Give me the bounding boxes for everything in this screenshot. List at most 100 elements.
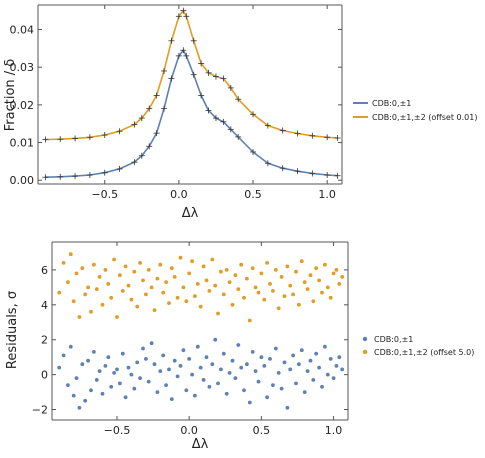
- residuals-point-series-2: [187, 271, 192, 276]
- residuals-point-series-1: [288, 367, 293, 372]
- fraction-data-point: [116, 165, 123, 172]
- residuals-point-series-2: [129, 297, 134, 302]
- fraction-data-point: [175, 52, 182, 59]
- residuals-point-series-2: [193, 294, 197, 298]
- residuals-point-series-1: [152, 362, 157, 367]
- residuals-point-series-1: [115, 367, 119, 372]
- residuals-point-series-2: [86, 285, 90, 290]
- residuals-point-series-1: [340, 367, 345, 372]
- residuals-point-series-2: [198, 304, 203, 309]
- residuals-point-series-1: [178, 364, 183, 368]
- residuals-plot-frame: [51, 241, 349, 421]
- residuals-point-series-2: [155, 276, 160, 281]
- residuals-point-series-2: [89, 309, 93, 314]
- residuals-point-series-2: [123, 264, 128, 269]
- fraction-y-tick-label: 0.02: [10, 99, 35, 112]
- residuals-point-series-1: [109, 384, 114, 389]
- residuals-point-series-2: [181, 285, 186, 290]
- residuals-point-series-1: [317, 365, 321, 370]
- residuals-point-series-2: [250, 266, 255, 271]
- fraction-data-point: [42, 136, 49, 143]
- residuals-point-series-2: [334, 268, 339, 272]
- fraction-data-point: [220, 118, 227, 125]
- residuals-point-series-2: [227, 280, 232, 284]
- residuals-point-series-2: [210, 257, 215, 262]
- residuals-point-series-1: [92, 350, 96, 354]
- residuals-point-series-1: [193, 393, 197, 398]
- residuals-y-axis-label: Residuals, σ: [5, 291, 20, 369]
- fraction-x-axis-label: Δλ: [182, 206, 199, 221]
- residuals-point-series-2: [57, 290, 62, 295]
- residuals-point-series-2: [245, 276, 249, 281]
- residuals-point-series-2: [256, 290, 261, 295]
- residuals-point-series-2: [314, 266, 319, 271]
- residuals-point-series-2: [66, 280, 70, 284]
- residuals-point-series-2: [340, 275, 345, 279]
- fraction-data-point: [183, 13, 190, 20]
- residuals-point-series-1: [207, 384, 212, 389]
- residuals-point-series-1: [138, 376, 143, 380]
- residuals-point-series-1: [265, 395, 269, 400]
- residuals-point-series-1: [201, 378, 206, 382]
- residuals-point-series-1: [236, 343, 241, 347]
- residuals-point-series-2: [268, 282, 272, 286]
- residuals-point-series-2: [106, 282, 111, 286]
- residuals-point-series-2: [308, 273, 313, 278]
- residuals-y-tick-label: −2: [32, 404, 48, 417]
- residuals-point-series-2: [279, 275, 284, 279]
- residuals-point-series-1: [57, 365, 62, 370]
- residuals-x-tick-label: −0.5: [104, 424, 131, 437]
- residuals-y-tick-label: 2: [41, 334, 48, 347]
- residuals-point-series-2: [109, 295, 114, 300]
- residuals-point-series-2: [259, 271, 264, 276]
- residuals-point-series-1: [323, 344, 327, 349]
- fraction-data-point: [161, 105, 168, 112]
- fraction-chart: −0.5 0.0 0.5 1.0 0.00 0.01 0.02 0.03 0.04 Δλ Fra…: [3, 4, 477, 221]
- residuals-point-series-2: [288, 283, 293, 288]
- residuals-point-series-2: [103, 268, 108, 272]
- residuals-point-series-1: [256, 379, 261, 384]
- residuals-point-series-1: [190, 372, 195, 377]
- residuals-point-series-2: [224, 268, 229, 272]
- fraction-data-point: [153, 92, 160, 99]
- residuals-point-series-2: [216, 311, 220, 316]
- residuals-point-series-2: [282, 294, 287, 298]
- residuals-point-series-1: [204, 355, 209, 360]
- residuals-point-series-1: [184, 388, 189, 393]
- residuals-point-series-2: [141, 278, 145, 283]
- fraction-data-point: [146, 105, 153, 112]
- residuals-point-series-2: [201, 264, 206, 269]
- residuals-point-series-2: [112, 257, 116, 262]
- fraction-data-point: [116, 128, 123, 135]
- fraction-data-point: [146, 143, 153, 150]
- fraction-series-layer: [42, 7, 341, 181]
- residuals-point-series-1: [294, 381, 298, 386]
- residuals-point-series-2: [239, 262, 244, 267]
- residuals-point-series-1: [126, 365, 131, 370]
- residuals-point-series-1: [118, 381, 122, 386]
- residuals-y-tick-label: 4: [41, 299, 48, 312]
- residuals-point-series-2: [83, 292, 88, 297]
- residuals-point-series-2: [100, 302, 105, 307]
- residuals-point-series-2: [302, 280, 307, 284]
- residuals-x-tick-label: 1.0: [325, 424, 343, 437]
- fraction-data-point: [294, 130, 301, 137]
- residuals-point-series-2: [92, 262, 96, 267]
- fraction-data-point: [42, 174, 49, 181]
- residuals-point-series-1: [210, 362, 215, 367]
- residuals-point-series-1: [273, 346, 278, 351]
- residuals-point-series-1: [77, 405, 82, 410]
- residuals-point-series-2: [61, 261, 66, 265]
- fraction-ticks: −0.5 0.0 0.5 1.0 0.00 0.01 0.02 0.03 0.04: [10, 5, 342, 201]
- residuals-point-series-2: [276, 306, 281, 311]
- residuals-point-series-1: [187, 357, 192, 361]
- residuals-point-series-1: [253, 369, 258, 373]
- fraction-data-point: [324, 134, 331, 141]
- residuals-point-series-2: [132, 269, 137, 274]
- residuals-x-tick-label: 0.0: [180, 424, 198, 437]
- residuals-point-series-1: [146, 379, 151, 384]
- residuals-point-series-1: [302, 390, 307, 394]
- fraction-data-point: [168, 75, 175, 82]
- fraction-data-point: [235, 133, 242, 140]
